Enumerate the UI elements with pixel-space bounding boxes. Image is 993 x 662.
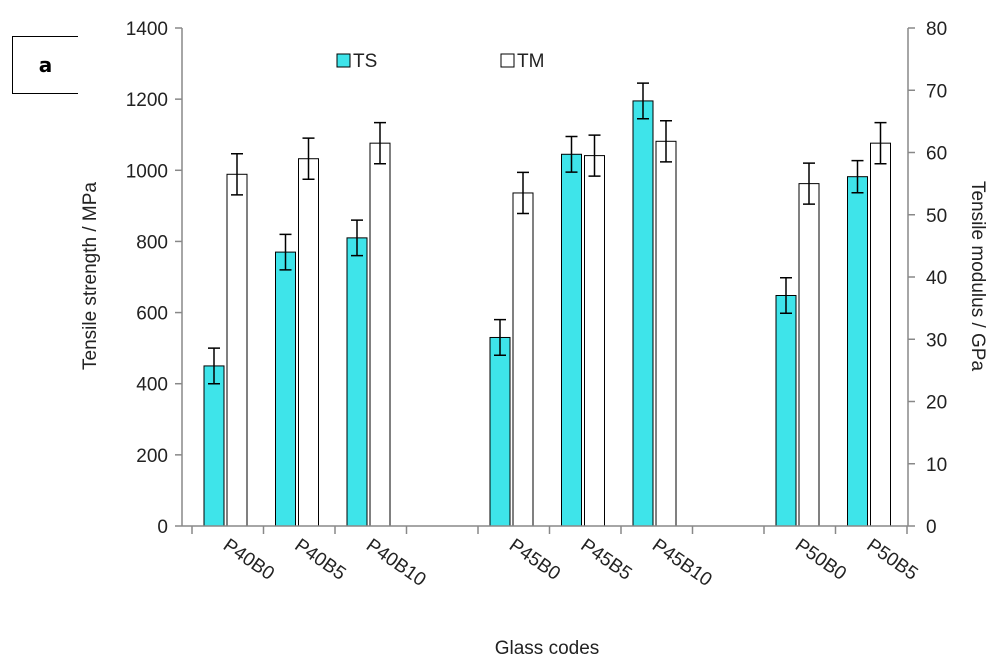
bar-tm-p40b5 [298,158,319,527]
y-tick-label: 800 [136,232,168,253]
bar-tm-p45b5 [584,155,605,527]
y-tick-label: 1400 [126,19,168,40]
legend-label-tm: TM [517,51,544,72]
y-tick-label: 400 [136,375,168,396]
bar-ts-p40b5 [275,251,296,527]
bar-ts-p40b0 [203,365,225,527]
error-bar-ts-p40b10 [351,219,363,257]
y2-axis-title: Tensile modulus / GPa [967,181,988,372]
bar-tm-p50b0 [798,183,820,527]
error-bar-ts-p45b10 [637,82,649,120]
bar-ts-p45b0 [489,336,511,527]
y-tick-label: 0 [157,517,168,538]
axes-layer: 0 200 400 600 800 1000 1200 1400 0 10 20 30 40 50 60 70… [126,19,947,591]
bar-tm-p40b10 [369,142,391,527]
bar-ts-p40b10 [346,237,368,527]
y2-tick-label: 60 [926,144,947,165]
x-tick-label-p45b5: P45B5 [577,535,636,585]
error-bar-tm-p40b10 [374,121,386,165]
error-bar-tm-p40b0 [231,152,243,196]
panel-label: a [12,36,78,94]
x-tick-label-p50b5: P50B5 [863,535,922,585]
y2-tick-label: 30 [926,330,947,351]
bar-tm-p45b0 [512,192,534,527]
error-bar-ts-p50b0 [780,276,792,315]
error-bar-ts-p50b5 [851,159,864,194]
legend-swatch-tm [500,53,515,68]
y2-tick-label: 80 [926,19,947,40]
error-bar-tm-p50b0 [803,162,815,205]
bar-ts-p50b5 [847,176,868,527]
bar-ts-p45b10 [632,100,654,527]
x-tick-label-p40b10: P40B10 [362,535,429,591]
bar-ts-p50b0 [775,294,797,527]
y-tick-label: 200 [136,446,168,467]
x-tick-label-p40b5: P40B5 [291,535,350,585]
bar-tm-p40b0 [226,173,248,527]
y-tick-label: 1200 [126,90,168,111]
y-axis-title: Tensile strength / MPa [80,182,101,370]
legend: TS TM [336,51,544,72]
error-bar-tm-p45b10 [660,120,672,163]
bar-ts-p45b5 [561,153,582,527]
error-bar-tm-p45b5 [588,134,601,177]
legend-label-ts: TS [353,51,377,72]
x-tick-label-p45b10: P45B10 [648,535,715,591]
error-bar-ts-p40b0 [208,347,220,385]
error-bar-ts-p45b5 [565,135,578,173]
x-tick-label-p40b0: P40B0 [219,535,278,585]
y-tick-label: 1000 [126,161,168,182]
y-tick-label: 600 [136,304,168,325]
x-tick-label-p45b0: P45B0 [505,535,564,585]
x-tick-label-p50b0: P50B0 [791,535,850,585]
bar-tm-p45b10 [655,140,677,527]
y2-tick-label: 20 [926,393,947,414]
y2-tick-label: 50 [926,206,947,227]
y2-tick-label: 40 [926,268,947,289]
error-bar-ts-p40b5 [279,233,292,271]
y2-tick-label: 10 [926,455,947,476]
error-bar-tm-p45b0 [517,171,529,215]
error-bar-tm-p40b5 [302,137,315,181]
bar-tm-p50b5 [870,142,891,527]
error-bar-tm-p50b5 [874,121,887,165]
x-axis-title: Glass codes [495,638,600,659]
y2-tick-label: 0 [926,517,937,538]
legend-swatch-ts [336,53,351,68]
error-bar-ts-p45b0 [494,318,506,357]
y2-tick-label: 70 [926,81,947,102]
bars-layer [203,82,891,527]
